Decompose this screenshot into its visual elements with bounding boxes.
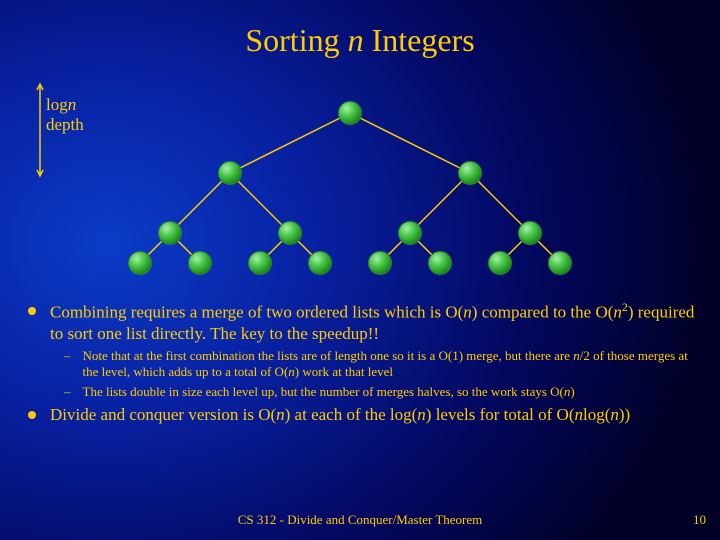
depth-arrow [36,80,46,180]
subbullet-2-text: The lists double in size each level up, … [83,384,701,400]
tree-node [158,221,182,245]
tree-edges-svg [0,95,720,275]
tree-node [128,251,152,275]
depth-label: logn depth [46,95,84,136]
tree-node [308,251,332,275]
tree-edge [230,113,350,173]
depth-depth: depth [46,115,84,134]
tree-edge [410,173,470,233]
bullet-dot-icon [28,411,36,419]
tree-node [188,251,212,275]
title-pre: Sorting [245,22,347,58]
title-n: n [348,22,364,58]
depth-log: log [46,95,68,114]
subbullet-2: – The lists double in size each level up… [64,384,700,400]
bullet-divide-conquer-text: Divide and conquer version is O(n) at ea… [50,404,700,425]
tree-node [248,251,272,275]
depth-n: n [68,95,77,114]
bullet-combining: Combining requires a merge of two ordere… [28,300,700,344]
tree-node [428,251,452,275]
tree-node [368,251,392,275]
bullet-combining-text: Combining requires a merge of two ordere… [50,300,700,344]
title-post: Integers [364,22,475,58]
bullet-divide-conquer: Divide and conquer version is O(n) at ea… [28,404,700,425]
tree-node [278,221,302,245]
page-title: Sorting n Integers [0,0,720,59]
subbullet-1-text: Note that at the first combination the l… [83,348,701,381]
content-bullets: Combining requires a merge of two ordere… [28,300,700,429]
bullet-dot-icon [28,307,36,315]
dash-icon: – [64,384,71,400]
tree-node [398,221,422,245]
tree-node [458,161,482,185]
tree-node [488,251,512,275]
tree-node [218,161,242,185]
tree-edge [170,173,230,233]
tree-edge [350,113,470,173]
footer-text: CS 312 - Divide and Conquer/Master Theor… [0,512,720,528]
page-number: 10 [693,512,706,528]
tree-node [548,251,572,275]
tree-diagram [0,95,720,275]
subbullet-1: – Note that at the first combination the… [64,348,700,381]
dash-icon: – [64,348,71,381]
tree-node [518,221,542,245]
tree-node [338,101,362,125]
